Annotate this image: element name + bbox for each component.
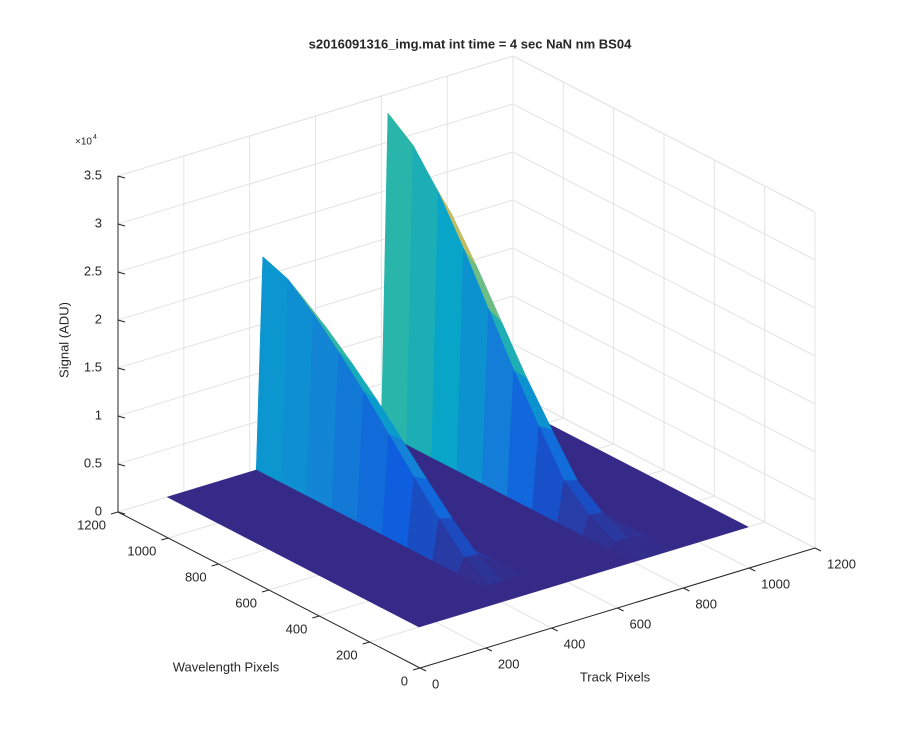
x-tick-label: 0 xyxy=(432,676,439,691)
y-tick xyxy=(312,615,320,619)
z-tick xyxy=(117,319,126,323)
y-tick-label: 0 xyxy=(401,673,408,688)
grid-line xyxy=(512,199,816,357)
x-tick-label: 200 xyxy=(498,656,520,671)
z-tick-label: 1 xyxy=(95,407,102,422)
x-tick-label: 1200 xyxy=(827,556,856,571)
z-tick xyxy=(117,271,126,275)
z-tick-label: 0 xyxy=(95,503,102,518)
box-edge xyxy=(117,55,514,177)
x-tick xyxy=(419,667,427,672)
x-axis-label: Track Pixels xyxy=(580,669,651,684)
grid-line xyxy=(512,247,816,405)
x-tick xyxy=(814,547,822,552)
x-tick xyxy=(748,567,756,572)
z-tick xyxy=(117,463,126,467)
y-axis-label: Wavelength Pixels xyxy=(173,659,280,674)
z-tick-label: 3 xyxy=(95,215,102,230)
z-scale-label: ×10 xyxy=(75,137,92,148)
y-tick-label: 800 xyxy=(185,569,207,584)
y-tick xyxy=(362,641,370,645)
z-tick xyxy=(117,175,126,179)
z-tick-label: 2 xyxy=(95,311,102,326)
grid-line xyxy=(512,151,816,309)
z-tick xyxy=(117,367,126,371)
x-tick-label: 400 xyxy=(564,636,586,651)
z-tick xyxy=(117,511,126,515)
y-tick-label: 1200 xyxy=(77,517,106,532)
x-tick xyxy=(551,627,558,632)
grid-line xyxy=(117,103,514,225)
x-tick-label: 800 xyxy=(695,596,717,611)
z-exponent: 4 xyxy=(93,134,97,141)
z-tick xyxy=(117,223,126,227)
x-tick-label: 1000 xyxy=(761,576,790,591)
y-tick xyxy=(211,563,219,567)
z-tick-label: 1.5 xyxy=(84,359,102,374)
y-tick-label: 600 xyxy=(235,595,257,610)
z-tick-label: 2.5 xyxy=(84,263,102,278)
y-tick-label: 1000 xyxy=(127,543,156,558)
z-axis-label: Signal (ADU) xyxy=(56,302,71,378)
y-tick xyxy=(161,537,169,541)
y-tick-label: 200 xyxy=(336,647,358,662)
y-tick-label: 400 xyxy=(286,621,308,636)
x-tick xyxy=(485,647,493,652)
surface-patch xyxy=(393,586,509,628)
x-tick-label: 600 xyxy=(630,616,652,631)
grid-line xyxy=(117,151,514,273)
chart-title: s2016091316_img.mat int time = 4 sec NaN… xyxy=(309,36,632,51)
z-tick-label: 3.5 xyxy=(84,167,102,182)
grid-line xyxy=(512,391,816,549)
z-tick xyxy=(117,415,126,419)
x-tick xyxy=(683,587,690,592)
grid-line xyxy=(512,103,816,261)
grid-line xyxy=(512,295,816,453)
y-tick xyxy=(110,511,119,515)
grid-line xyxy=(512,343,816,501)
y-tick xyxy=(261,589,270,593)
y-tick xyxy=(412,667,421,671)
x-tick xyxy=(617,607,624,612)
z-tick-label: 0.5 xyxy=(84,455,102,470)
box-edge xyxy=(512,55,816,213)
